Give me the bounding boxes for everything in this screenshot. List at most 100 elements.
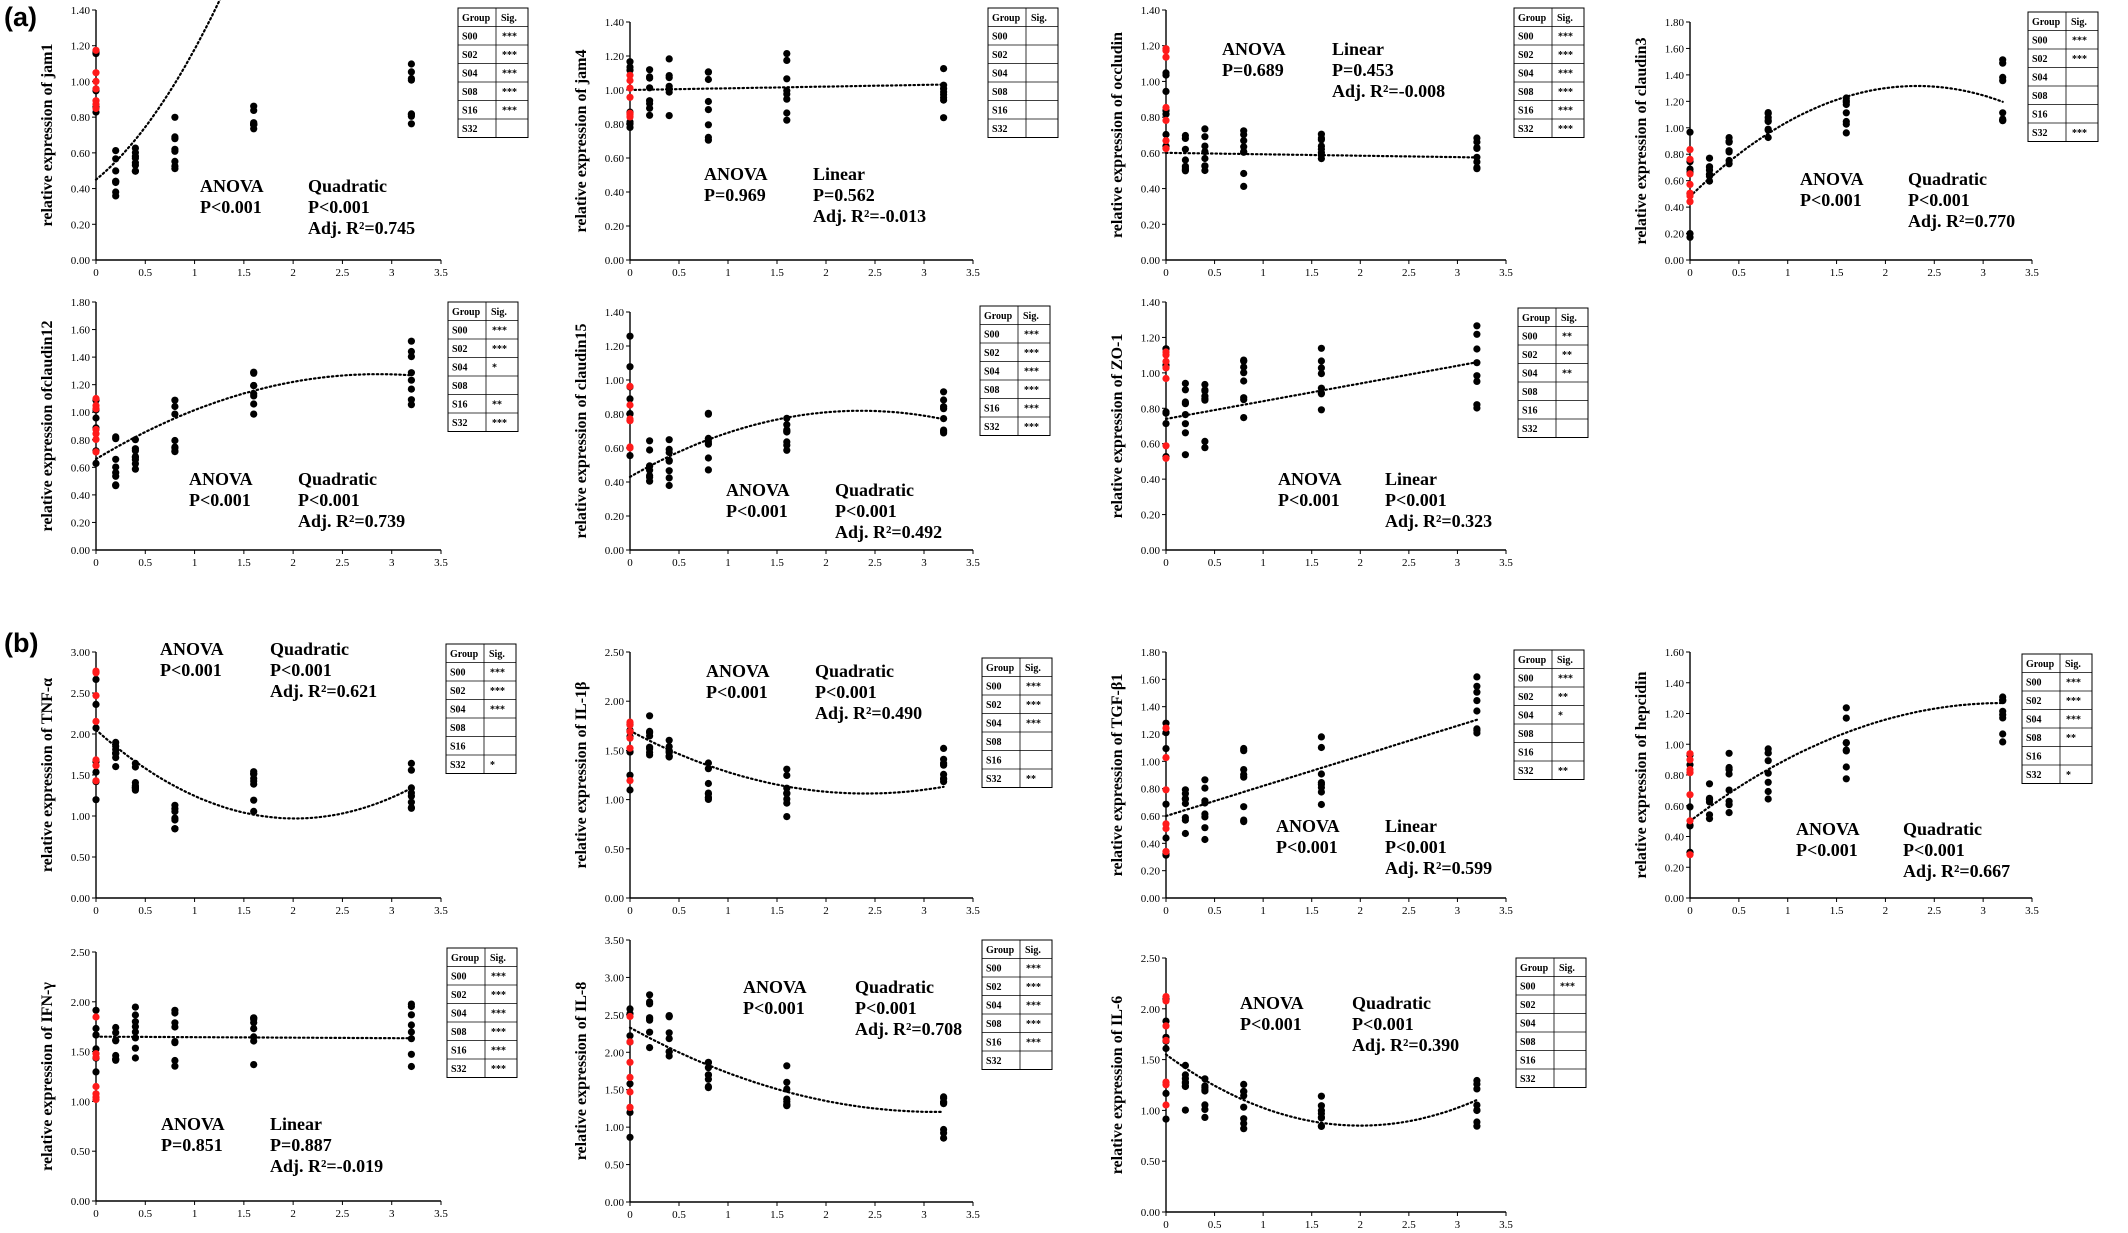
model-label: Quadratic xyxy=(308,176,387,196)
y-tick-label: 0.00 xyxy=(1665,893,1685,905)
x-tick-label: 1 xyxy=(192,267,198,279)
y-tick-label: 0.50 xyxy=(71,852,91,864)
data-point xyxy=(705,411,712,418)
data-point xyxy=(705,106,712,113)
table-group-cell: S00 xyxy=(984,330,1000,341)
table-group-cell: S08 xyxy=(452,381,468,392)
anova-p-value: P<0.001 xyxy=(189,490,251,510)
data-point xyxy=(92,426,99,433)
x-tick-label: 2 xyxy=(1358,1219,1364,1231)
table-sig-cell: *** xyxy=(1026,1001,1041,1012)
table-group-cell: S16 xyxy=(450,742,466,753)
data-point xyxy=(408,1028,415,1035)
x-tick-label: 3 xyxy=(921,1209,927,1221)
panel-label-b: (b) xyxy=(4,628,38,658)
data-point xyxy=(1201,444,1208,451)
table-group-cell: S08 xyxy=(462,87,478,98)
data-point xyxy=(171,158,178,165)
chart-7: 0.000.200.400.600.801.001.201.400 0.5 1 1.5… xyxy=(1109,297,1588,569)
table-group-cell: S32 xyxy=(992,124,1008,135)
table-group-cell: S02 xyxy=(452,344,468,355)
table-group-cell: S02 xyxy=(1518,692,1534,703)
data-point xyxy=(92,796,99,803)
table-group-cell: S00 xyxy=(2032,36,2048,47)
table-group-cell: S02 xyxy=(2032,54,2048,65)
model-p-value: P<0.001 xyxy=(835,501,897,521)
y-tick-label: 0.80 xyxy=(605,119,625,131)
data-point xyxy=(112,1037,119,1044)
y-tick-label: 1.20 xyxy=(605,51,625,63)
anova-p-value: P=0.689 xyxy=(1222,60,1284,80)
chart-2: 0.000.200.400.600.801.001.201.400 0.5 1 1.5… xyxy=(573,8,1058,279)
x-tick-label: 2 xyxy=(290,557,296,569)
table-group-cell: S32 xyxy=(1518,124,1534,135)
data-point xyxy=(112,473,119,480)
data-point xyxy=(92,1025,99,1032)
data-point xyxy=(250,1061,257,1068)
data-point xyxy=(1999,708,2006,715)
y-axis-label: relative expression of IL-8 xyxy=(573,982,590,1161)
y-tick-label: 1.80 xyxy=(71,297,91,309)
data-point xyxy=(250,121,257,128)
anova-p-value: P<0.001 xyxy=(1800,190,1862,210)
y-tick-label: 1.20 xyxy=(605,341,625,353)
y-tick-label: 0.00 xyxy=(605,545,625,557)
data-point xyxy=(250,411,257,418)
data-point xyxy=(250,797,257,804)
y-tick-label: 0.50 xyxy=(605,844,625,856)
significance-table: Group Sig.S00 ***S02 ***S04 ***S08 ***S16 ***S… xyxy=(982,940,1052,1070)
x-tick-label: 2 xyxy=(823,1209,829,1221)
data-point xyxy=(1201,776,1208,783)
y-tick-label: 0.20 xyxy=(71,517,91,529)
data-point xyxy=(783,50,790,57)
table-group-cell: S00 xyxy=(1522,332,1538,343)
data-point xyxy=(1162,145,1169,152)
data-point xyxy=(1201,133,1208,140)
table-group-cell: S32 xyxy=(2026,770,2042,781)
data-point xyxy=(1201,397,1208,404)
data-point xyxy=(646,1029,653,1036)
y-tick-label: 1.20 xyxy=(1141,729,1161,741)
y-tick-label: 1.00 xyxy=(71,1096,91,1108)
table-sig-cell: ** xyxy=(1562,332,1572,343)
table-group-cell: S02 xyxy=(451,990,467,1001)
data-point xyxy=(783,109,790,116)
data-point xyxy=(940,396,947,403)
data-point xyxy=(666,436,673,443)
significance-table: Group Sig. S00 *** S02 ** S04 * S08 S16 S32 ** xyxy=(1514,650,1584,780)
data-point xyxy=(112,1029,119,1036)
data-point xyxy=(1240,766,1247,773)
data-point xyxy=(1843,715,1850,722)
x-tick-label: 3.5 xyxy=(966,1209,980,1221)
data-point xyxy=(1162,410,1169,417)
table-sig-cell: *** xyxy=(2066,696,2081,707)
data-point xyxy=(1162,848,1169,855)
x-tick-label: 3 xyxy=(1455,1219,1461,1231)
data-point xyxy=(1240,183,1247,190)
data-point xyxy=(132,1004,139,1011)
data-point xyxy=(132,1023,139,1030)
table-header-group: Group xyxy=(2032,17,2061,28)
data-point xyxy=(626,719,633,726)
data-point xyxy=(705,98,712,105)
data-point xyxy=(132,447,139,454)
data-point xyxy=(92,669,99,676)
data-point xyxy=(1706,780,1713,787)
data-point xyxy=(1162,1081,1169,1088)
y-tick-label: 1.00 xyxy=(1665,739,1685,751)
data-point xyxy=(1726,798,1733,805)
table-group-cell: S00 xyxy=(462,32,478,43)
y-axis-label: relative expression ofclaudin12 xyxy=(39,321,56,532)
significance-table: Group Sig.S00 ***S02 ***S04S08S16S32 *** xyxy=(2028,12,2098,142)
table-sig-cell: *** xyxy=(1026,1038,1041,1049)
y-tick-label: 0.60 xyxy=(605,153,625,165)
x-tick-label: 3.5 xyxy=(1499,557,1513,569)
data-point xyxy=(1182,1083,1189,1090)
data-point xyxy=(626,1074,633,1081)
data-point xyxy=(1999,730,2006,737)
data-point xyxy=(1726,147,1733,154)
data-point xyxy=(646,1014,653,1021)
data-point xyxy=(646,446,653,453)
y-tick-label: 1.20 xyxy=(1665,709,1685,721)
data-point xyxy=(1201,1114,1208,1121)
